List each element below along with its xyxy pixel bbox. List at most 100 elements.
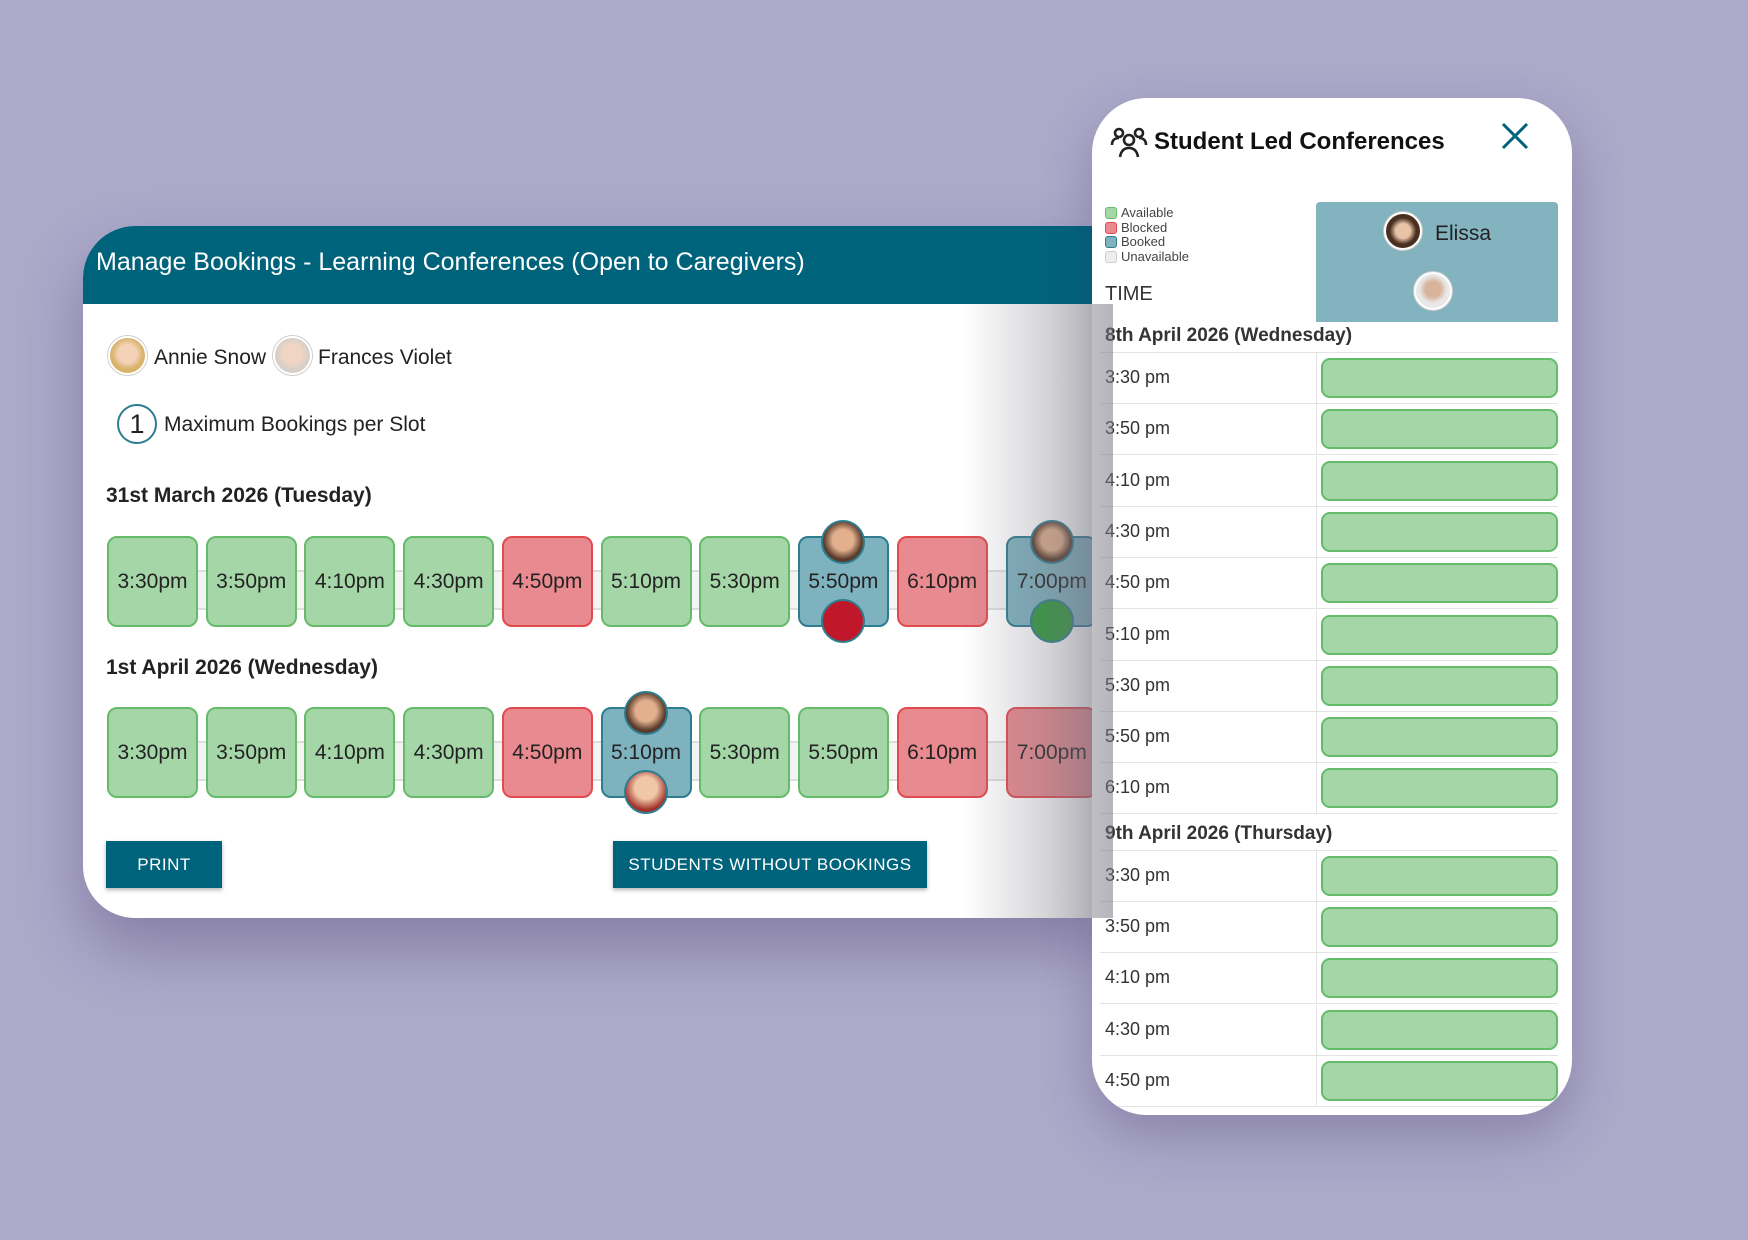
avatar [108,336,147,375]
cell-divider [1316,850,1317,902]
time-slot-available[interactable]: 3:50pm [205,536,297,627]
time-header: TIME [1105,283,1153,305]
time-slot-available[interactable]: 5:30pm [699,536,791,627]
available-slot[interactable] [1321,511,1558,552]
teacher-name: Elissa [1435,222,1492,245]
cell-divider [1316,1055,1317,1107]
row-time: 4:10 pm [1105,469,1171,490]
time-row: 5:30 pm [1100,660,1558,712]
slot-time: 4:50pm [512,569,583,593]
time-slot-available[interactable]: 3:50pm [205,707,297,798]
slot-time: 3:50pm [216,740,287,764]
day-heading: 9th April 2026 (Thursday) [1105,822,1333,844]
time-slot-blocked[interactable]: 6:10pm [896,536,988,627]
cell-divider [1316,455,1317,507]
available-slot[interactable] [1321,563,1558,604]
row-time: 3:30 pm [1105,864,1171,885]
time-row: 3:30 pm [1100,850,1558,902]
time-slot-booked[interactable]: 5:10pm [600,691,692,814]
time-slot-available[interactable]: 5:10pm [600,536,692,627]
row-time: 3:50 pm [1105,916,1171,936]
time-slot-available[interactable]: 4:10pm [304,536,396,627]
available-slot[interactable] [1321,717,1558,758]
panel-title: Student Led Conferences [1154,128,1445,155]
available-slot[interactable] [1321,460,1558,501]
time-row: 5:10 pm [1100,609,1558,661]
cell-divider [1316,660,1317,712]
time-slot-available[interactable]: 4:30pm [403,536,495,627]
time-row: 6:10 pm [1100,763,1558,815]
cell-divider [1316,353,1317,404]
cell-divider [1316,558,1317,610]
student-led-conferences-panel: Student Led Conferences Available Blocke… [1092,98,1572,1115]
time-slot-available[interactable]: 3:30pm [107,707,198,798]
available-slot[interactable] [1321,358,1558,398]
available-slot[interactable] [1321,958,1558,999]
student-avatar [624,770,668,814]
cell-divider [1316,609,1317,661]
max-bookings-badge[interactable]: 1 [117,404,157,444]
time-slot-available[interactable]: 5:30pm [699,707,791,798]
cell-divider [1316,902,1317,953]
booked-swatch [1105,236,1117,249]
day-heading: 1st April 2026 (Wednesday) [106,656,378,679]
available-slot[interactable] [1321,855,1558,896]
time-row [1100,1112,1558,1115]
time-row: 4:10 pm [1100,455,1558,507]
slot-time: 4:30pm [413,569,484,593]
time-row: 4:50 pm [1100,558,1558,610]
legend-label: Blocked [1121,219,1168,235]
available-slot[interactable] [1321,614,1558,655]
time-slot-available[interactable]: 4:30pm [403,707,495,798]
slot-time: 3:30pm [117,740,188,764]
teacher-avatar [1384,212,1422,250]
available-slot[interactable] [1321,1009,1558,1050]
row-time: 5:10 pm [1105,623,1171,644]
students-without-bookings-button[interactable]: STUDENTS WITHOUT BOOKINGS [613,841,927,888]
time-row: 4:10 pm [1100,953,1558,1005]
cell-divider [1316,763,1317,815]
time-slot-blocked[interactable]: 7:00pm [1006,707,1098,798]
row-time: 4:50 pm [1105,572,1171,593]
person-name: Frances Violet [318,346,452,369]
time-slot-available[interactable]: 4:10pm [304,707,396,798]
available-slot[interactable] [1321,1060,1558,1101]
time-slot-available[interactable]: 5:50pm [797,707,889,798]
print-button[interactable]: PRINT [106,841,222,888]
row-time: 5:50 pm [1105,726,1171,747]
student-avatar [821,599,866,643]
cell-divider [1316,953,1317,1005]
available-slot[interactable] [1321,768,1558,809]
time-slot-booked[interactable]: 5:50pm [797,520,889,643]
student-avatar [624,691,668,735]
time-row: 3:50 pm [1100,902,1558,953]
time-row: 3:50 pm [1100,404,1558,456]
max-bookings-label: Maximum Bookings per Slot [164,413,426,436]
available-slot[interactable] [1321,409,1558,450]
slot-time: 5:50pm [808,740,879,764]
person-name: Annie Snow [154,346,267,369]
slot-time: 7:00pm [1016,740,1087,764]
time-slot-booked[interactable]: 7:00pm [1006,520,1098,643]
row-time: 5:30 pm [1105,674,1171,695]
slot-time: 4:50pm [512,740,583,764]
slot-time: 6:10pm [907,569,978,593]
time-slot-available[interactable]: 3:30pm [107,536,198,627]
available-slot[interactable] [1321,907,1558,947]
student-avatar [1029,520,1074,564]
row-time: 4:30 pm [1105,520,1171,541]
slot-time: 5:30pm [709,569,780,593]
legend-label: Available [1121,205,1174,220]
day-heading: 31st March 2026 (Tuesday) [106,484,372,507]
close-icon[interactable] [1501,122,1529,150]
available-slot[interactable] [1321,665,1558,706]
time-slot-blocked[interactable]: 4:50pm [501,536,593,627]
time-slot-blocked[interactable]: 6:10pm [896,707,988,798]
student-avatar [1414,272,1452,310]
slot-time: 4:30pm [413,740,484,764]
cell-divider [1316,712,1317,764]
slot-time: 6:10pm [907,740,978,764]
row-time: 6:10 pm [1105,777,1171,798]
time-slot-blocked[interactable]: 4:50pm [501,707,593,798]
student-avatar [1029,599,1074,643]
